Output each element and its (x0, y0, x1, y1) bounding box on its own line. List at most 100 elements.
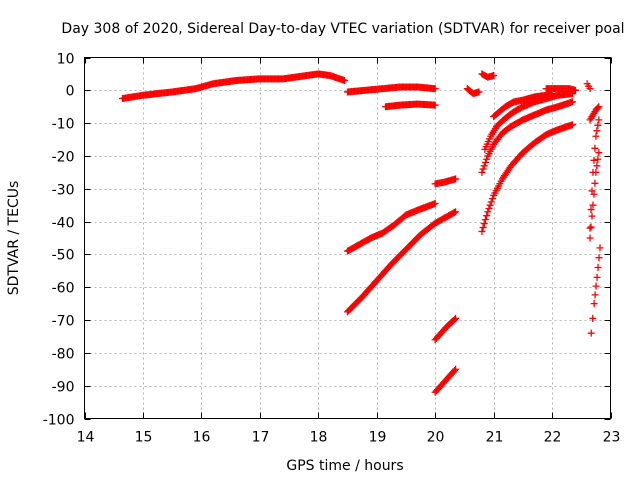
data-point (487, 198, 495, 206)
data-point (341, 76, 349, 84)
data-point (596, 244, 604, 252)
x-axis-label: GPS time / hours (286, 458, 403, 474)
plot-frame (84, 57, 611, 419)
data-point (595, 116, 603, 124)
data-point (485, 204, 493, 212)
y-tick-label: -100 (43, 413, 75, 429)
series-arc-8 (431, 365, 460, 396)
data-point (569, 121, 577, 129)
data-point (481, 159, 489, 167)
y-tick-label: 10 (57, 52, 75, 68)
y-tick-label: -60 (52, 281, 75, 297)
series-arc-4 (344, 200, 439, 255)
data-point (590, 156, 598, 164)
data-point (490, 72, 498, 80)
y-tick-label: -50 (52, 248, 75, 264)
data-point (484, 208, 492, 216)
data-series (118, 70, 604, 396)
x-tick-label: 16 (193, 430, 211, 446)
axis-ticks (84, 57, 612, 420)
data-point (594, 104, 602, 112)
x-tick-label: 20 (427, 430, 445, 446)
x-tick-label: 22 (544, 430, 562, 446)
x-tick-label: 15 (135, 430, 153, 446)
data-point (593, 273, 601, 281)
data-point (480, 220, 488, 228)
grid-lines (84, 57, 611, 419)
data-point (450, 208, 458, 216)
data-point (589, 201, 597, 209)
data-point (595, 103, 603, 111)
chart-title: Day 308 of 2020, Sidereal Day-to-day VTE… (61, 21, 624, 37)
series-arc-7 (431, 314, 460, 344)
data-point (586, 85, 594, 93)
data-point (479, 223, 487, 231)
data-point (594, 121, 602, 129)
data-point (483, 212, 491, 220)
series-arc-1 (118, 70, 349, 103)
data-point (478, 227, 486, 235)
x-tick-label: 17 (252, 430, 270, 446)
data-point (452, 365, 460, 373)
data-point (431, 200, 439, 208)
data-point (475, 88, 483, 96)
series-arc-3 (381, 100, 439, 111)
x-tick-label: 23 (603, 430, 621, 446)
data-point (431, 101, 439, 109)
series-arc-14 (490, 90, 556, 121)
data-point (594, 264, 602, 272)
series-arc-16 (583, 80, 594, 93)
data-point (590, 300, 598, 308)
y-tick-labels: 10 0 -10 -20 -30 -40 -50 -60 -70 -80 -90 -100 (43, 52, 75, 429)
series-arc-2 (344, 83, 439, 96)
y-axis-label: SDTVAR / TECUs (6, 181, 22, 296)
series-arc-17 (586, 103, 603, 124)
data-point (586, 224, 594, 232)
data-point (592, 168, 600, 176)
data-point (483, 155, 491, 163)
data-point (595, 254, 603, 262)
series-arc-11 (478, 121, 577, 235)
data-point (595, 149, 603, 157)
data-point (594, 155, 602, 163)
data-point (591, 291, 599, 299)
data-point (588, 212, 596, 220)
y-tick-label: -40 (52, 216, 75, 232)
data-point (589, 314, 597, 322)
series-arc-18 (586, 116, 603, 232)
series-arc-20 (587, 244, 604, 337)
x-tick-label: 18 (310, 430, 328, 446)
data-point (451, 367, 459, 375)
data-point (569, 98, 577, 106)
y-tick-label: -10 (52, 117, 75, 133)
x-tick-label: 14 (77, 430, 95, 446)
x-tick-labels: 14 15 16 17 18 19 20 21 22 23 (77, 430, 621, 446)
series-arc-5 (344, 208, 460, 316)
data-point (587, 206, 595, 214)
data-point (571, 86, 579, 94)
data-point (587, 329, 595, 337)
data-point (593, 162, 601, 170)
y-tick-label: -80 (52, 347, 75, 363)
y-tick-label: -20 (52, 150, 75, 166)
data-point (592, 282, 600, 290)
y-tick-label: -30 (52, 183, 75, 199)
data-point (479, 165, 487, 173)
series-arc-19 (586, 149, 603, 242)
y-tick-label: 0 (66, 84, 75, 100)
data-point (481, 216, 489, 224)
data-point (486, 201, 494, 209)
data-point (592, 132, 600, 140)
x-tick-label: 19 (369, 430, 387, 446)
series-arc-15 (542, 85, 579, 94)
series-arc-12 (478, 98, 577, 176)
data-point (591, 144, 599, 152)
series-arc-10 (478, 70, 498, 81)
data-point (452, 208, 460, 216)
data-point (452, 175, 460, 183)
data-point (591, 179, 599, 187)
series-arc-9 (463, 85, 483, 98)
data-point (590, 190, 598, 198)
data-point (488, 195, 496, 203)
